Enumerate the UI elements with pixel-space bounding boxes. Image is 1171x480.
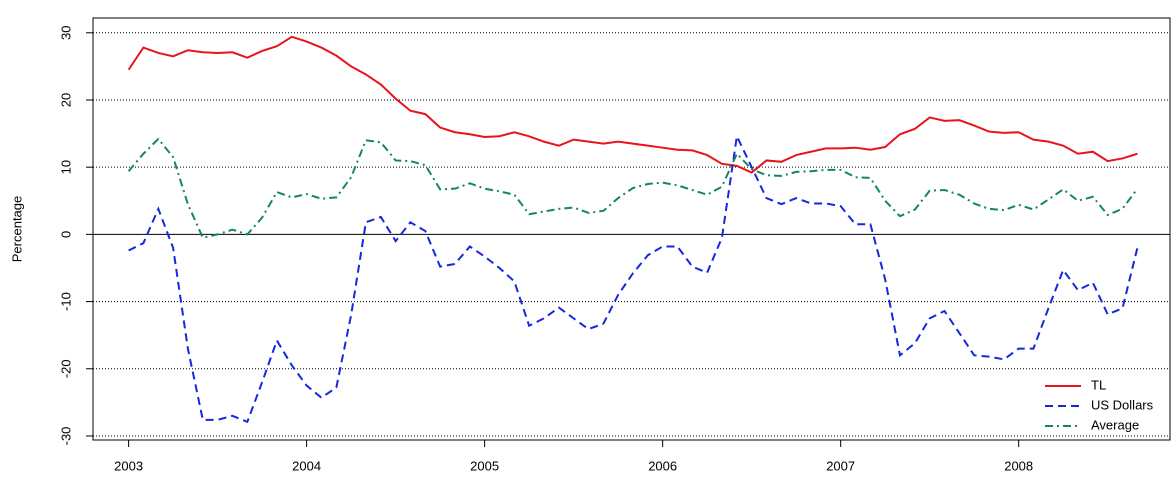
x-tick-label: 2006	[648, 458, 677, 473]
y-tick-label: 20	[58, 93, 73, 107]
x-tick-label: 2004	[292, 458, 321, 473]
legend-label: TL	[1091, 377, 1106, 392]
y-tick-label: 10	[58, 160, 73, 174]
x-tick-label: 2003	[114, 458, 143, 473]
y-axis-label: Percentage	[9, 196, 24, 263]
line-series	[127, 35, 1138, 174]
y-tick-label: 0	[58, 231, 73, 238]
y-tick-label: -20	[58, 359, 73, 378]
legend-label: US Dollars	[1091, 397, 1154, 412]
plot-frame	[92, 17, 1171, 441]
y-tick-label: -30	[58, 427, 73, 446]
y-tick-label: 30	[58, 26, 73, 40]
x-tick-label: 2005	[470, 458, 499, 473]
line-series	[128, 132, 1139, 424]
legend-label: Average	[1091, 417, 1139, 432]
y-tick-label: -10	[58, 292, 73, 311]
x-tick-label: 2008	[1004, 458, 1033, 473]
line-series	[127, 137, 1139, 239]
x-tick-label: 2007	[826, 458, 855, 473]
